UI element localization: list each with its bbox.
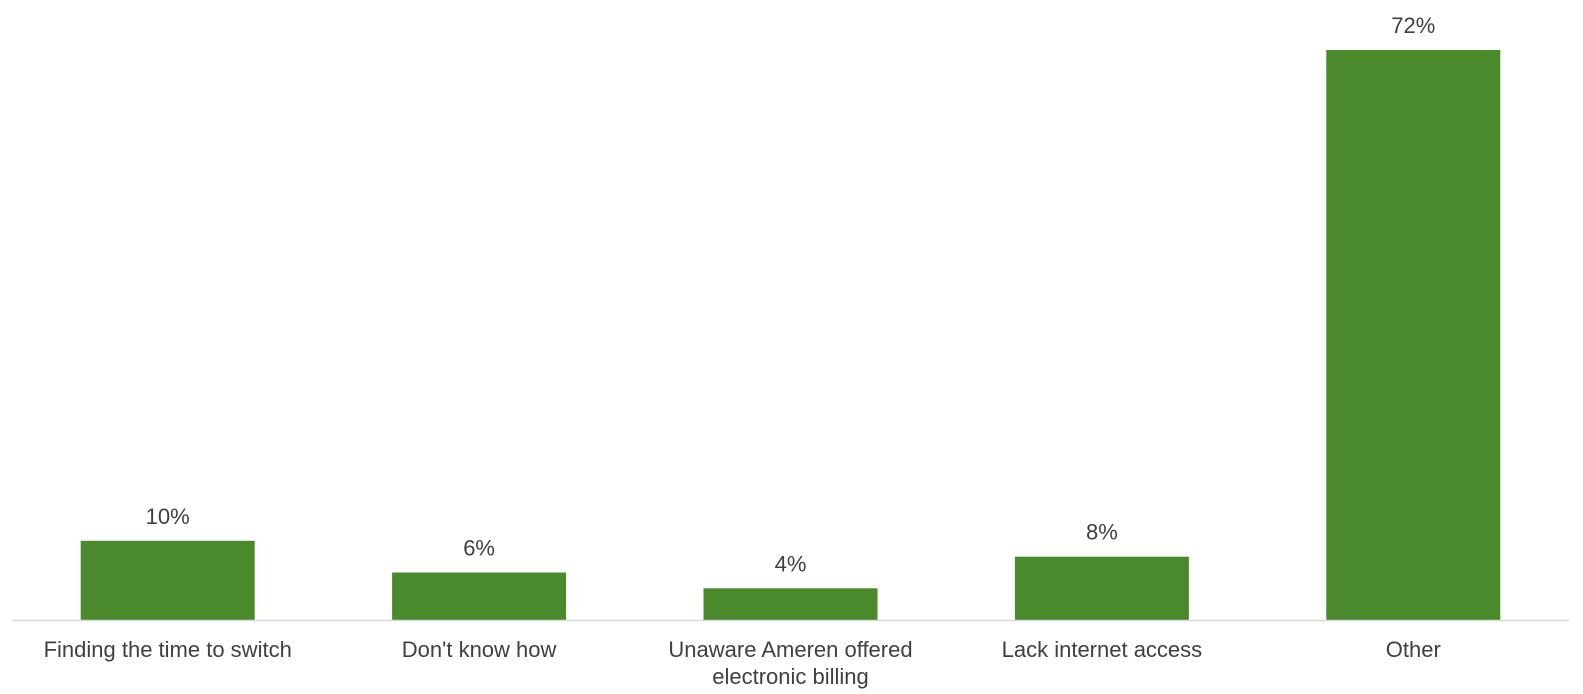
bar xyxy=(703,588,878,620)
category-label: Unaware Ameren offered electronic billing xyxy=(668,637,912,689)
bars-group xyxy=(80,50,1501,620)
category-label-line: Other xyxy=(1386,637,1441,662)
data-label: 8% xyxy=(1086,520,1118,545)
data-label: 10% xyxy=(146,504,190,529)
category-label-line: Unaware Ameren offered xyxy=(668,637,912,662)
category-label-line: Finding the time to switch xyxy=(44,637,292,662)
data-label: 6% xyxy=(463,536,495,561)
bar xyxy=(1326,50,1501,620)
category-label: Finding the time to switch xyxy=(44,637,292,662)
category-label-line: Lack internet access xyxy=(1002,637,1203,662)
bar xyxy=(80,540,255,620)
category-label: Other xyxy=(1386,637,1441,662)
category-label-line: Don't know how xyxy=(402,637,557,662)
category-labels-group: Finding the time to switch Don't know how… xyxy=(44,637,1441,689)
category-label-line: electronic billing xyxy=(712,664,869,689)
category-label: Lack internet access xyxy=(1002,637,1203,662)
category-label: Don't know how xyxy=(402,637,557,662)
data-label: 4% xyxy=(775,551,807,576)
data-labels-group: 10% 6% 4% 8% 72% xyxy=(146,13,1436,576)
data-label: 72% xyxy=(1391,13,1435,38)
bar xyxy=(1014,556,1189,620)
bar xyxy=(392,572,567,620)
